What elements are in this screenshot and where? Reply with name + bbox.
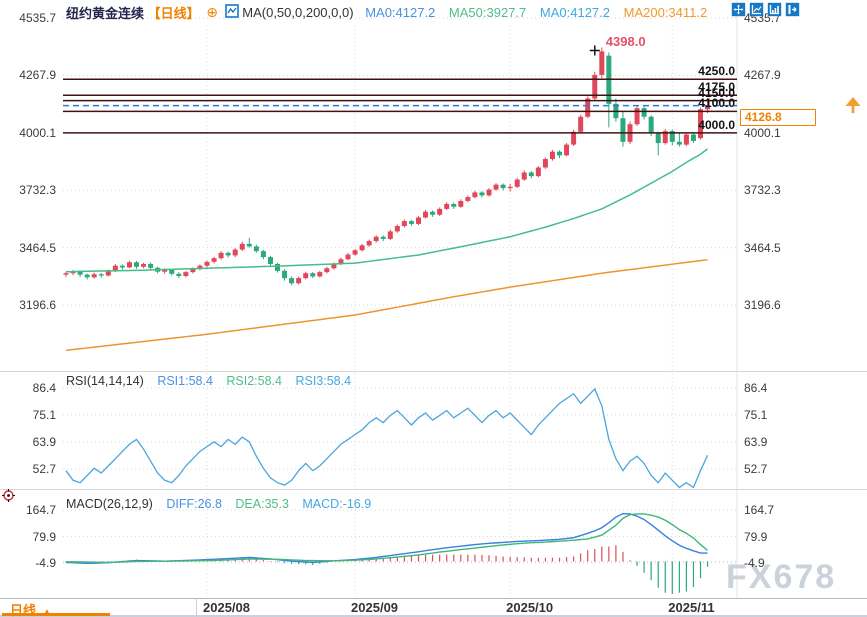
rsi-axis-label-right: 63.9 [744, 435, 768, 449]
active-tab-underline [2, 613, 110, 616]
y-axis-label-left: 3196.6 [19, 298, 56, 312]
main-chart-header: 纽约黄金连续 【日线】 ⊕ MA(0,50,0,200,0,0) MA0:412… [66, 3, 707, 22]
watermark: FX678 [726, 558, 837, 596]
rsi2-readout: RSI2:58.4 [226, 374, 282, 388]
y-axis-label-right: 4000.1 [744, 125, 781, 140]
y-axis-label-right: 3464.5 [744, 240, 781, 255]
ma50-readout: MA50:3927.7 [448, 5, 527, 20]
y-axis-label-left: 4267.9 [19, 68, 56, 83]
exit-right-icon[interactable] [785, 2, 800, 17]
macd-axis-label-right: -4.9 [744, 556, 765, 570]
dea-readout: DEA:35.3 [235, 497, 289, 511]
y-axis-label-right: 3196.6 [744, 298, 781, 312]
x-axis-label: 2025/09 [351, 600, 399, 615]
ma-settings-label: MA(0,50,0,200,0,0) [242, 5, 354, 20]
level-line-label: 4175.0 [698, 80, 735, 95]
macd-axis-label-right: 164.7 [744, 503, 775, 517]
rsi1-readout: RSI1:58.4 [157, 374, 213, 388]
macd-params-label: MACD(26,12,9) [66, 497, 153, 511]
x-axis-label: 2025/11 [668, 600, 715, 615]
x-axis-label: 2025/08 [203, 600, 250, 615]
macd-axis-label-left: 79.9 [32, 529, 56, 544]
rsi-axis-label-left: 75.1 [32, 408, 56, 422]
rsi-axis-label-left: 63.9 [32, 435, 56, 449]
target-icon[interactable] [2, 489, 15, 507]
rsi3-readout: RSI3:58.4 [295, 374, 352, 388]
level-line-label: 4100.0 [698, 96, 735, 111]
pan-move-icon[interactable] [731, 2, 746, 17]
level-line-label: 4000.0 [698, 117, 735, 132]
last-price-tag: 4126.8 [740, 108, 816, 126]
y-axis-label-left: 3464.5 [19, 240, 56, 255]
diff-readout: DIFF:26.8 [166, 497, 222, 511]
time-axis-bar: 日线 ▲ 2025/08 2025/09 2025/10 2025/11 [0, 598, 867, 617]
y-axis-label-left: 4000.1 [19, 125, 56, 140]
x-axis-label: 2025/10 [506, 600, 554, 615]
rsi-params-label: RSI(14,14,14) [66, 374, 144, 388]
price-arrow-icon [845, 96, 861, 119]
ma0b-readout: MA0:4127.2 [539, 5, 610, 20]
rsi-axis-label-right: 75.1 [744, 408, 768, 422]
y-axis-label-right: 4267.9 [744, 68, 781, 83]
y-axis-label-left: 3732.3 [19, 183, 56, 198]
chevron-up-icon: ▲ [42, 607, 52, 617]
y-axis-label-left: 4535.7 [19, 11, 56, 25]
period-tab-cell: 日线 ▲ [0, 599, 197, 617]
ma200-readout: MA200:3411.2 [623, 5, 708, 20]
rsi-axis-label-left: 52.7 [32, 462, 56, 476]
y-axis-label-right: 3732.3 [744, 183, 781, 198]
scale-axis-icon[interactable] [749, 2, 764, 17]
macd-axis-label-right: 79.9 [744, 529, 768, 544]
chart-type-icon[interactable] [224, 4, 239, 21]
level-line-label: 4150.0 [698, 85, 735, 100]
macd-readout: MACD:-16.9 [302, 497, 372, 511]
symbol-title: 纽约黄金连续 [66, 6, 145, 21]
rsi-header: RSI(14,14,14) RSI1:58.4 RSI2:58.4 RSI3:5… [66, 374, 361, 388]
add-indicator-icon[interactable]: ⊕ [206, 4, 219, 20]
high-price-label: 4398.0 [605, 33, 646, 49]
rsi-axis-label-right: 52.7 [744, 462, 768, 476]
chart-toolbar [731, 2, 800, 17]
period-tag: 【日线】 [147, 6, 200, 21]
rsi-axis-label-right: 86.4 [744, 381, 768, 395]
macd-header: MACD(26,12,9) DIFF:26.8 DEA:35.3 MACD:-1… [66, 497, 381, 511]
macd-axis-label-left: 164.7 [25, 503, 56, 517]
scale-axis-active-icon[interactable] [767, 2, 782, 17]
ma0-readout: MA0:4127.2 [365, 5, 436, 20]
macd-axis-label-left: -4.9 [35, 556, 56, 570]
level-line-label: 4250.0 [698, 64, 735, 79]
rsi-axis-label-left: 86.4 [32, 381, 56, 395]
